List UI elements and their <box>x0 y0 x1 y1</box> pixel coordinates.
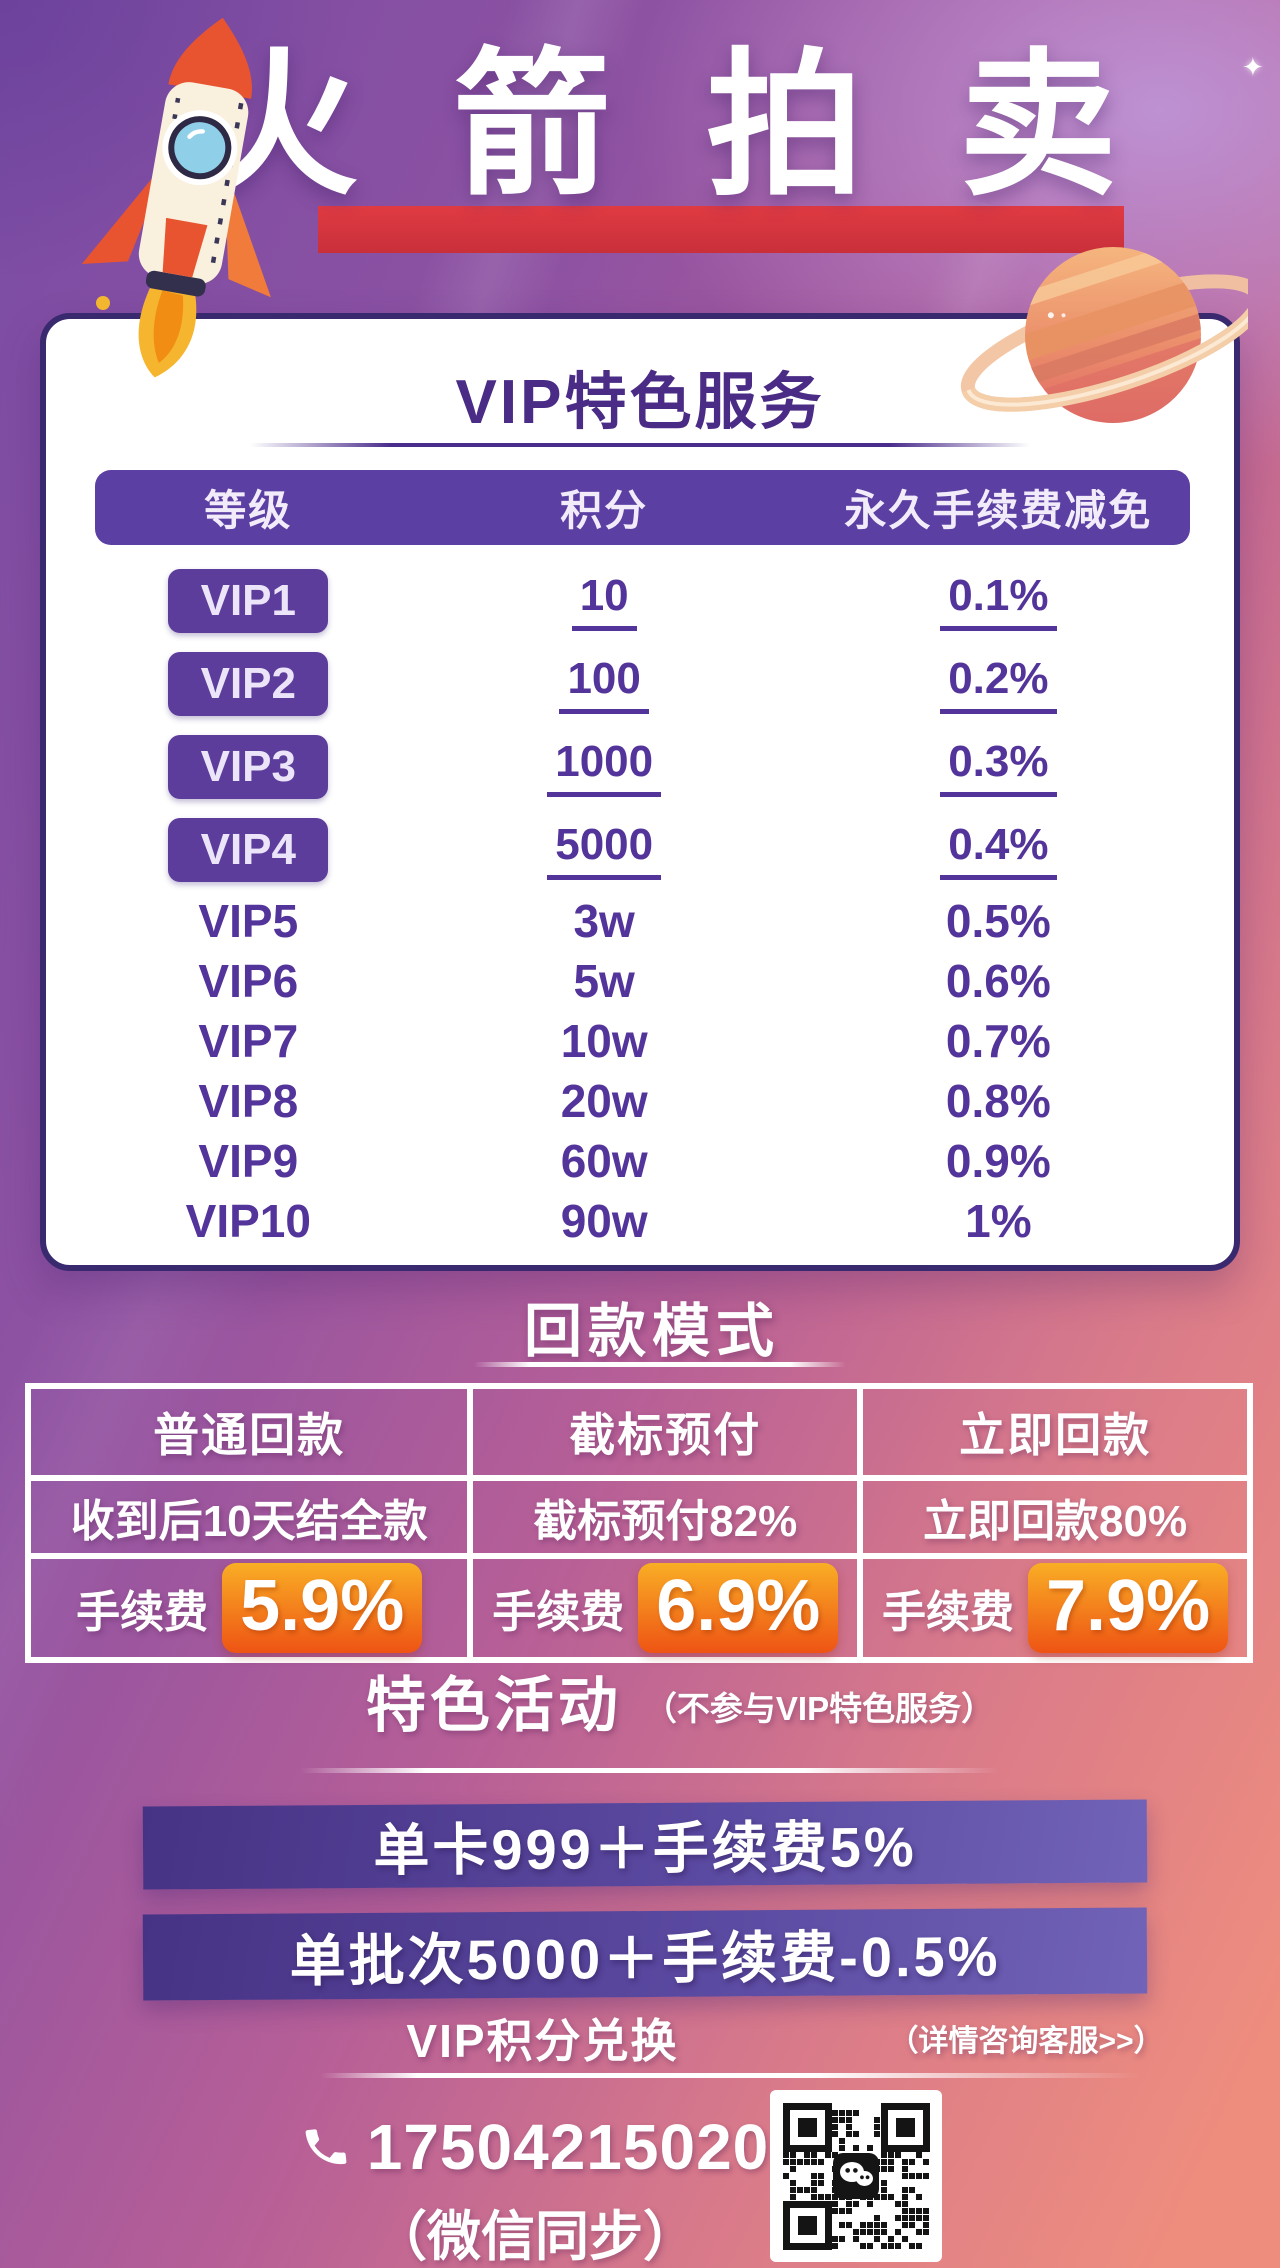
qr-modules <box>783 2103 930 2250</box>
vip-level-label: VIP8 <box>198 1075 299 1127</box>
payment-section-title: 回款模式 <box>523 1299 780 1364</box>
table-row: VIP9 60w 0.9% <box>95 1131 1190 1191</box>
qr-finder-icon <box>881 2103 930 2152</box>
divider <box>320 2073 1140 2078</box>
wechat-logo-icon <box>833 2153 879 2199</box>
points-value: 20w <box>560 1075 648 1127</box>
vip-table-body: VIP1 10 0.1% VIP2 100 0.2% VIP3 1000 0.3… <box>95 559 1190 1251</box>
vip-level-label: VIP5 <box>198 895 299 947</box>
plan-name: 截标预付 <box>470 1386 861 1478</box>
discount-value: 0.9% <box>945 1135 1051 1187</box>
table-row: VIP4 5000 0.4% <box>95 808 1190 891</box>
points-value: 3w <box>573 895 635 947</box>
table-row: VIP5 3w 0.5% <box>95 891 1190 951</box>
points-value: 60w <box>560 1135 648 1187</box>
plan-detail: 截标预付82% <box>470 1478 861 1556</box>
plan-fee: 手续费 5.9% <box>28 1556 471 1660</box>
flame-spark <box>96 296 110 310</box>
vip-level-badge: VIP1 <box>168 568 329 633</box>
wechat-qr-code <box>770 2090 942 2262</box>
column-header-points: 积分 <box>560 487 649 534</box>
discount-value: 0.8% <box>945 1075 1051 1127</box>
vip-level-badge: VIP3 <box>168 734 329 799</box>
promo-banner: 单批次5000＋手续费-0.5% <box>142 1907 1148 2001</box>
vip-level-label: VIP7 <box>198 1015 299 1067</box>
plan-fee: 手续费 6.9% <box>470 1556 861 1660</box>
vip-level-badge: VIP2 <box>168 651 329 716</box>
plan-name: 普通回款 <box>28 1386 471 1478</box>
wechat-sync-note: （微信同步） <box>373 2207 697 2267</box>
table-row: VIP6 5w 0.6% <box>95 951 1190 1011</box>
fee-label: 手续费 <box>76 1588 209 1637</box>
column-header-level: 等级 <box>204 487 293 534</box>
discount-value: 0.7% <box>945 1015 1051 1067</box>
phone-icon <box>305 2129 347 2164</box>
discount-value: 0.3% <box>940 737 1057 797</box>
payment-table: 普通回款 截标预付 立即回款 收到后10天结全款 截标预付82% 立即回款80%… <box>25 1383 1253 1663</box>
exchange-label: VIP积分兑换 <box>406 2015 679 2067</box>
promo-banner-text: 单批次5000＋手续费-0.5% <box>289 1924 1001 1992</box>
activity-subtitle: （不参与VIP特色服务） <box>643 1690 995 1727</box>
table-row: VIP7 10w 0.7% <box>95 1011 1190 1071</box>
vip-level-badge: VIP4 <box>168 817 329 882</box>
table-row: VIP1 10 0.1% <box>95 559 1190 642</box>
vip-table-header: 等级 积分 永久手续费减免 <box>95 470 1190 545</box>
divider <box>300 1768 1000 1773</box>
discount-value: 1% <box>965 1195 1032 1247</box>
promo-banner: 单卡999＋手续费5% <box>142 1799 1148 1890</box>
discount-value: 0.1% <box>940 571 1057 631</box>
table-row: VIP8 20w 0.8% <box>95 1071 1190 1131</box>
promo-banner-text: 单卡999＋手续费5% <box>373 1815 917 1882</box>
points-value: 90w <box>560 1195 648 1247</box>
fee-value-badge: 5.9% <box>222 1563 423 1653</box>
divider <box>250 443 1030 447</box>
qr-finder-icon <box>783 2201 832 2250</box>
exchange-note: （详情咨询客服>>） <box>888 2025 1164 2058</box>
vip-level-label: VIP6 <box>198 955 299 1007</box>
sparkle-icon: ✦ <box>1242 52 1264 82</box>
plan-name: 立即回款 <box>860 1386 1250 1478</box>
contact-block: 17504215020 （微信同步） <box>300 2110 770 2268</box>
vip-section-title: VIP特色服务 <box>455 368 825 437</box>
plan-fee: 手续费 7.9% <box>860 1556 1250 1660</box>
poster-title: 火箭拍卖 <box>200 38 1212 214</box>
points-value: 5w <box>573 955 635 1007</box>
vip-level-label: VIP10 <box>185 1195 311 1247</box>
column-header-discount: 永久手续费减免 <box>844 487 1153 534</box>
rocket-icon <box>81 17 271 378</box>
fee-label: 手续费 <box>882 1588 1015 1637</box>
phone-row: 17504215020 <box>301 2110 770 2184</box>
table-row: VIP10 90w 1% <box>95 1191 1190 1251</box>
fee-value-badge: 6.9% <box>638 1563 839 1653</box>
discount-value: 0.5% <box>945 895 1051 947</box>
points-value: 100 <box>559 654 649 714</box>
activity-header: 特色活动 （不参与VIP特色服务） <box>40 1676 1280 1736</box>
fee-value-badge: 7.9% <box>1028 1563 1229 1653</box>
discount-value: 0.2% <box>940 654 1057 714</box>
divider <box>474 1362 846 1367</box>
plan-detail: 收到后10天结全款 <box>28 1478 471 1556</box>
points-value: 1000 <box>547 737 662 797</box>
points-value: 10w <box>560 1015 648 1067</box>
fee-label: 手续费 <box>492 1588 625 1637</box>
title-accent-bar <box>318 206 1124 253</box>
phone-number: 17504215020 <box>366 2111 770 2183</box>
points-value: 5000 <box>547 820 662 880</box>
vip-card: VIP特色服务 等级 积分 永久手续费减免 VIP1 10 0.1% VIP2 … <box>40 228 1248 1271</box>
table-row: VIP2 100 0.2% <box>95 642 1190 725</box>
table-row: VIP3 1000 0.3% <box>95 725 1190 808</box>
discount-value: 0.4% <box>940 820 1057 880</box>
plan-detail: 立即回款80% <box>860 1478 1250 1556</box>
activity-section-title: 特色活动 <box>365 1672 622 1739</box>
vip-level-label: VIP9 <box>198 1135 299 1187</box>
discount-value: 0.6% <box>945 955 1051 1007</box>
points-value: 10 <box>571 571 637 631</box>
exchange-row: VIP积分兑换 （详情咨询客服>>） <box>145 2016 1280 2064</box>
qr-finder-icon <box>783 2103 832 2152</box>
